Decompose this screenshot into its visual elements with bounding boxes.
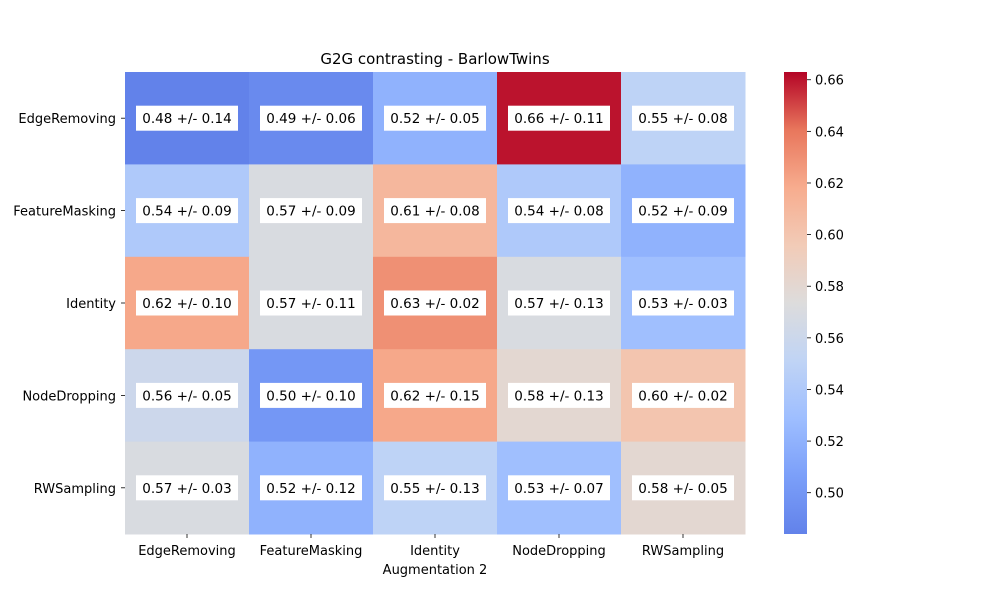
cell-annotation: 0.52 +/- 0.09 [638, 204, 727, 220]
annotation-box [136, 290, 238, 316]
x-tick-label: EdgeRemoving [138, 544, 236, 559]
cell-annotation: 0.48 +/- 0.14 [142, 111, 231, 127]
cell-annotation: 0.54 +/- 0.08 [514, 204, 603, 220]
cell-annotation: 0.54 +/- 0.09 [142, 204, 231, 220]
cell-annotation: 0.57 +/- 0.13 [514, 296, 603, 312]
colorbar-tick-label: 0.58 [815, 280, 844, 295]
annotation-box [384, 198, 486, 224]
colorbar-tick-label: 0.54 [815, 383, 844, 398]
colorbar-tick-label: 0.50 [815, 487, 844, 502]
x-tick-labels: EdgeRemoving FeatureMasking Identity NodeDr… [138, 534, 724, 559]
annotation-box [136, 198, 238, 224]
cell-annotation: 0.50 +/- 0.10 [266, 388, 355, 404]
annotation-box [632, 475, 734, 501]
annotation-box [384, 290, 486, 316]
colorbar-tick-label: 0.52 [815, 435, 844, 450]
cell-annotation: 0.53 +/- 0.07 [514, 481, 603, 497]
cell-annotation: 0.55 +/- 0.13 [390, 481, 479, 497]
colorbar-tick-label: 0.60 [815, 229, 844, 244]
annotation-box [136, 475, 238, 501]
cell-annotation: 0.58 +/- 0.05 [638, 481, 727, 497]
annotation-box [260, 382, 362, 408]
cell-annotation: 0.53 +/- 0.03 [638, 296, 727, 312]
annotation-box [632, 382, 734, 408]
annotation-box [260, 198, 362, 224]
y-tick-label: EdgeRemoving [18, 112, 116, 127]
y-tick-labels: EdgeRemoving FeatureMasking Identity NodeDr… [13, 112, 125, 497]
annotation-box [508, 290, 610, 316]
annotation-box [632, 290, 734, 316]
annotation-box [136, 382, 238, 408]
colorbar [784, 72, 807, 534]
cell-annotation: 0.55 +/- 0.08 [638, 111, 727, 127]
annotation-box [508, 105, 610, 131]
annotation-box [384, 475, 486, 501]
annotation-box [632, 105, 734, 131]
x-tick-label: RWSampling [642, 544, 724, 559]
cell-annotation: 0.58 +/- 0.13 [514, 388, 603, 404]
x-tick-label: NodeDropping [512, 544, 606, 559]
cell-annotation: 0.49 +/- 0.06 [266, 111, 355, 127]
colorbar-tick-label: 0.66 [815, 74, 844, 89]
cell-annotation: 0.63 +/- 0.02 [390, 296, 479, 312]
cell-annotation: 0.62 +/- 0.15 [390, 388, 479, 404]
colorbar-tick-label: 0.64 [815, 125, 844, 140]
x-tick-label: Identity [410, 544, 460, 559]
cell-annotation: 0.57 +/- 0.03 [142, 481, 231, 497]
annotation-box [260, 475, 362, 501]
annotation-box [136, 105, 238, 131]
y-tick-label: FeatureMasking [13, 205, 116, 220]
cell-annotation: 0.61 +/- 0.08 [390, 204, 479, 220]
annotation-box [384, 382, 486, 408]
cell-annotation: 0.52 +/- 0.12 [266, 481, 355, 497]
cell-annotation: 0.60 +/- 0.02 [638, 388, 727, 404]
annotation-box [508, 198, 610, 224]
cell-annotation: 0.62 +/- 0.10 [142, 296, 231, 312]
y-tick-label: Identity [66, 297, 116, 312]
cell-annotation: 0.52 +/- 0.05 [390, 111, 479, 127]
annotation-box [260, 290, 362, 316]
annotation-box [508, 475, 610, 501]
x-tick-label: FeatureMasking [260, 544, 363, 559]
cell-annotation: 0.56 +/- 0.05 [142, 388, 231, 404]
cell-annotations: 0.48 +/- 0.14 0.49 +/- 0.06 0.52 +/- 0.05 0… [136, 105, 734, 501]
cell-annotation: 0.57 +/- 0.09 [266, 204, 355, 220]
annotation-box [260, 105, 362, 131]
colorbar-ticks: 0.50 0.52 0.54 0.56 0.58 0.60 0.62 0.64 0.66 [807, 74, 844, 502]
colorbar-tick-label: 0.62 [815, 177, 844, 192]
chart-title: G2G contrasting - BarlowTwins [320, 50, 549, 68]
y-tick-label: RWSampling [34, 482, 116, 497]
cell-annotation: 0.57 +/- 0.11 [266, 296, 355, 312]
colorbar-tick-label: 0.56 [815, 332, 844, 347]
cell-annotation: 0.66 +/- 0.11 [514, 111, 603, 127]
annotation-box [384, 105, 486, 131]
y-tick-label: NodeDropping [22, 389, 116, 404]
annotation-box [632, 198, 734, 224]
annotation-box [508, 382, 610, 408]
x-axis-label: Augmentation 2 [383, 563, 488, 578]
